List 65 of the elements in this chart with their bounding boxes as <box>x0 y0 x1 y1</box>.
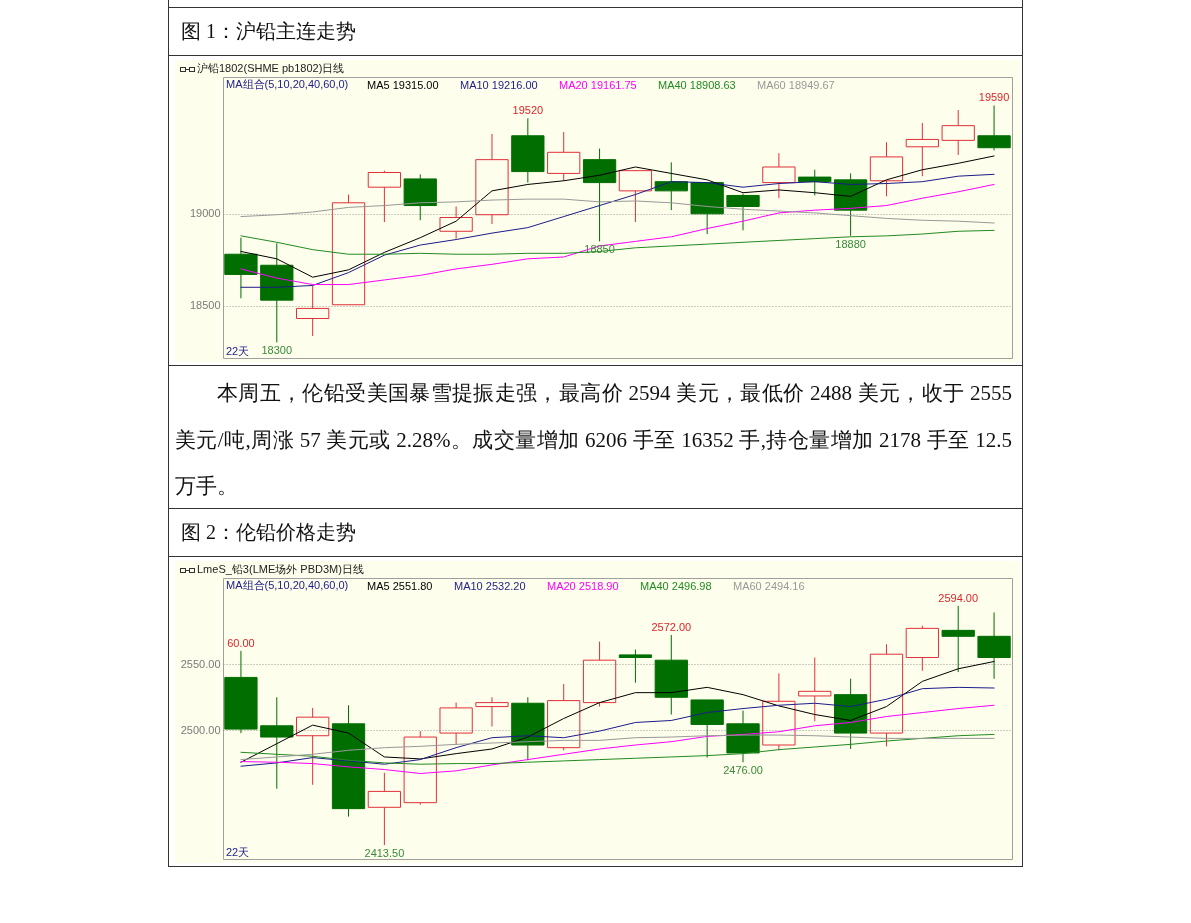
y-tick-label: 18500 <box>189 299 221 312</box>
candlestick <box>475 133 509 225</box>
candlestick <box>511 117 545 184</box>
annotation: 22天 <box>226 846 250 858</box>
legend-title: MA组合(5,10,20,40,60,0) <box>226 78 349 90</box>
y-tick-label: 19000 <box>189 207 221 220</box>
candlestick <box>224 237 258 299</box>
line-series <box>240 661 995 763</box>
candlestick <box>367 772 402 846</box>
candlestick <box>224 650 258 734</box>
candlestick <box>977 611 1011 680</box>
annotation: 22天 <box>226 345 250 357</box>
annotation: 2594.00 <box>938 591 979 604</box>
annotation: 60.00 <box>227 636 255 649</box>
candlestick <box>582 641 617 708</box>
candlestick <box>690 182 724 235</box>
candlestick <box>654 161 688 211</box>
line-series <box>240 704 995 775</box>
candlestick <box>439 702 473 746</box>
text: MA40 18908.63 <box>658 78 736 91</box>
chart-title: 图 1：沪铅主连走势 <box>169 8 1022 56</box>
candlestick <box>762 672 796 751</box>
candlestick <box>941 109 975 156</box>
candlestick <box>654 634 688 716</box>
annotation: 19590 <box>978 91 1010 104</box>
line-series <box>240 686 995 767</box>
candlestick <box>762 152 796 199</box>
chart-title: 图 2：伦铅价格走势 <box>169 509 1022 557</box>
text: MA60 18949.67 <box>757 78 835 91</box>
legend-title: MA组合(5,10,20,40,60,0) <box>226 579 349 591</box>
text: MA20 19161.75 <box>559 78 637 91</box>
annotation: 2572.00 <box>651 621 692 633</box>
candlestick <box>296 284 330 337</box>
candlestick <box>296 707 330 786</box>
candlestick <box>798 657 832 722</box>
candlestick <box>690 699 724 759</box>
candlestick <box>977 104 1011 151</box>
candlestick <box>331 704 366 818</box>
text: MA20 2518.90 <box>547 579 619 592</box>
text: MA60 2494.16 <box>733 579 805 592</box>
line-series <box>240 229 995 255</box>
annotation: 2476.00 <box>723 764 763 777</box>
candlestick <box>618 170 653 223</box>
candlestick <box>260 696 294 790</box>
candlestick <box>475 696 509 727</box>
text: MA5 2551.80 <box>367 579 433 592</box>
chart-subtitle: LmeS_铅3(LME场外 PBD3M)日线 <box>197 563 364 575</box>
annotation: 2413.50 <box>364 847 405 860</box>
candlestick <box>905 122 939 177</box>
candlestick <box>941 605 975 673</box>
annotation: 18300 <box>261 344 293 357</box>
annotation: 19520 <box>512 104 544 117</box>
y-tick-label: 2500.00 <box>180 723 221 736</box>
candlestick <box>582 148 617 242</box>
text: MA40 2496.98 <box>640 579 712 592</box>
candlestick <box>439 205 473 240</box>
y-tick-label: 2550.00 <box>180 657 221 670</box>
chart-subtitle: 沪铅1802(SHME pb1802)日线 <box>197 62 345 74</box>
candlestick <box>260 242 294 343</box>
text: MA5 19315.00 <box>367 78 439 91</box>
text: MA10 19216.00 <box>460 78 538 91</box>
candlestick <box>726 193 760 231</box>
text: MA10 2532.20 <box>454 579 526 592</box>
annotation: 18880 <box>835 237 866 250</box>
text: 本周五，伦铅受美国暴雪提振走强，最高价 2594 美元，最低价 2488 美元，收于 2555 美元/吨,周涨 57 美元或 2.28%。成交量增加 6206 手至 16352 手,持仓量增加 2178 手至 12.5 万手。 <box>169 366 1022 509</box>
